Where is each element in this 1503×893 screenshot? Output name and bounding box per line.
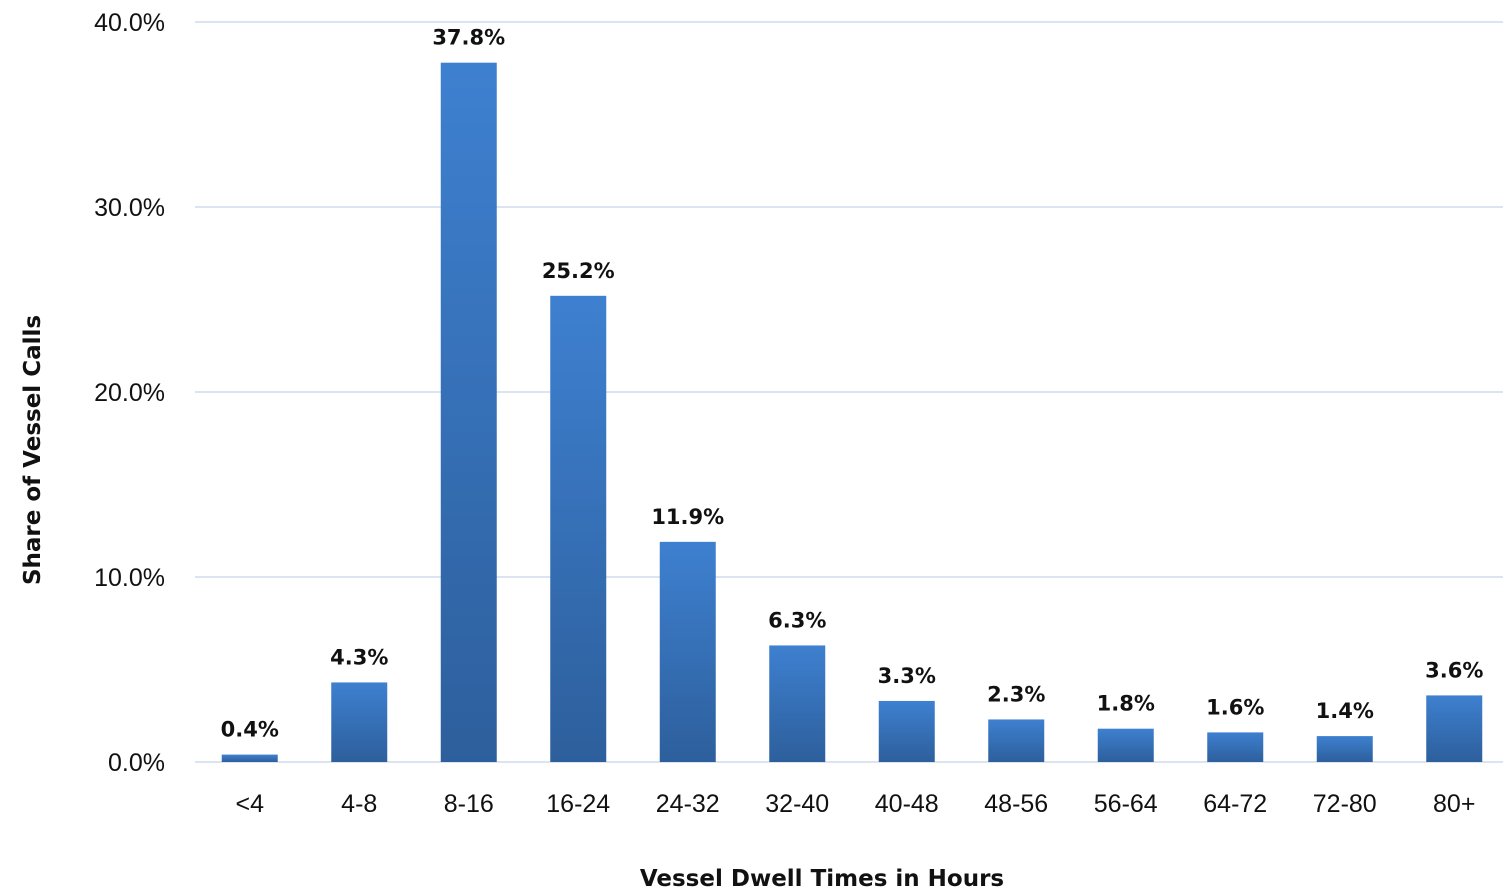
bar bbox=[221, 754, 278, 762]
bar bbox=[1316, 736, 1373, 762]
y-tick-label: 10.0% bbox=[94, 564, 165, 592]
bars bbox=[221, 62, 1483, 762]
data-label: 1.4% bbox=[1316, 699, 1374, 723]
x-axis-title: Vessel Dwell Times in Hours bbox=[640, 866, 1004, 892]
x-tick-label: 56-64 bbox=[1094, 790, 1158, 818]
x-tick-label: 40-48 bbox=[875, 790, 939, 818]
bar bbox=[988, 719, 1045, 762]
x-tick-label: 80+ bbox=[1433, 790, 1475, 818]
x-tick-label: 72-80 bbox=[1313, 790, 1377, 818]
bar bbox=[659, 541, 716, 762]
data-label: 2.3% bbox=[987, 682, 1045, 706]
data-label: 3.3% bbox=[878, 664, 936, 688]
bar bbox=[1097, 728, 1154, 762]
x-tick-label: 8-16 bbox=[444, 790, 494, 818]
x-tick-label: <4 bbox=[235, 790, 264, 818]
data-labels: 0.4% 4.3% 37.8% 25.2% 11.9% 6.3% 3.3% 2.3% 1.8% 1… bbox=[221, 26, 1484, 742]
y-tick-label: 40.0% bbox=[94, 9, 165, 37]
x-tick-label: 4-8 bbox=[341, 790, 377, 818]
data-label: 1.8% bbox=[1097, 692, 1155, 716]
data-label: 37.8% bbox=[432, 26, 505, 50]
data-label: 11.9% bbox=[651, 505, 724, 529]
x-tick-label: 48-56 bbox=[984, 790, 1048, 818]
data-label: 1.6% bbox=[1206, 695, 1264, 719]
bar bbox=[1207, 732, 1264, 762]
bar bbox=[440, 62, 497, 762]
x-tick-label: 16-24 bbox=[546, 790, 610, 818]
y-axis-title: Share of Vessel Calls bbox=[20, 315, 46, 585]
x-tick-label: 24-32 bbox=[656, 790, 720, 818]
data-label: 25.2% bbox=[542, 259, 615, 283]
data-label: 6.3% bbox=[768, 608, 826, 632]
data-label: 0.4% bbox=[221, 718, 279, 742]
bar bbox=[878, 700, 935, 762]
x-tick-label: 32-40 bbox=[765, 790, 829, 818]
data-label: 3.6% bbox=[1425, 658, 1483, 682]
gridlines bbox=[195, 21, 1503, 763]
x-tick-label: 64-72 bbox=[1203, 790, 1267, 818]
bar bbox=[331, 682, 388, 762]
data-label: 4.3% bbox=[330, 645, 388, 669]
y-tick-label: 30.0% bbox=[94, 194, 165, 222]
x-axis-tick-labels: <4 4-8 8-16 16-24 24-32 32-40 40-48 48-56 56-64 6… bbox=[235, 790, 1475, 818]
y-tick-label: 20.0% bbox=[94, 379, 165, 407]
bar bbox=[769, 645, 826, 762]
bar bbox=[550, 295, 607, 762]
y-axis-tick-labels: 0.0% 10.0% 20.0% 30.0% 40.0% bbox=[94, 9, 165, 777]
bar bbox=[1426, 695, 1483, 762]
y-tick-label: 0.0% bbox=[108, 749, 165, 777]
